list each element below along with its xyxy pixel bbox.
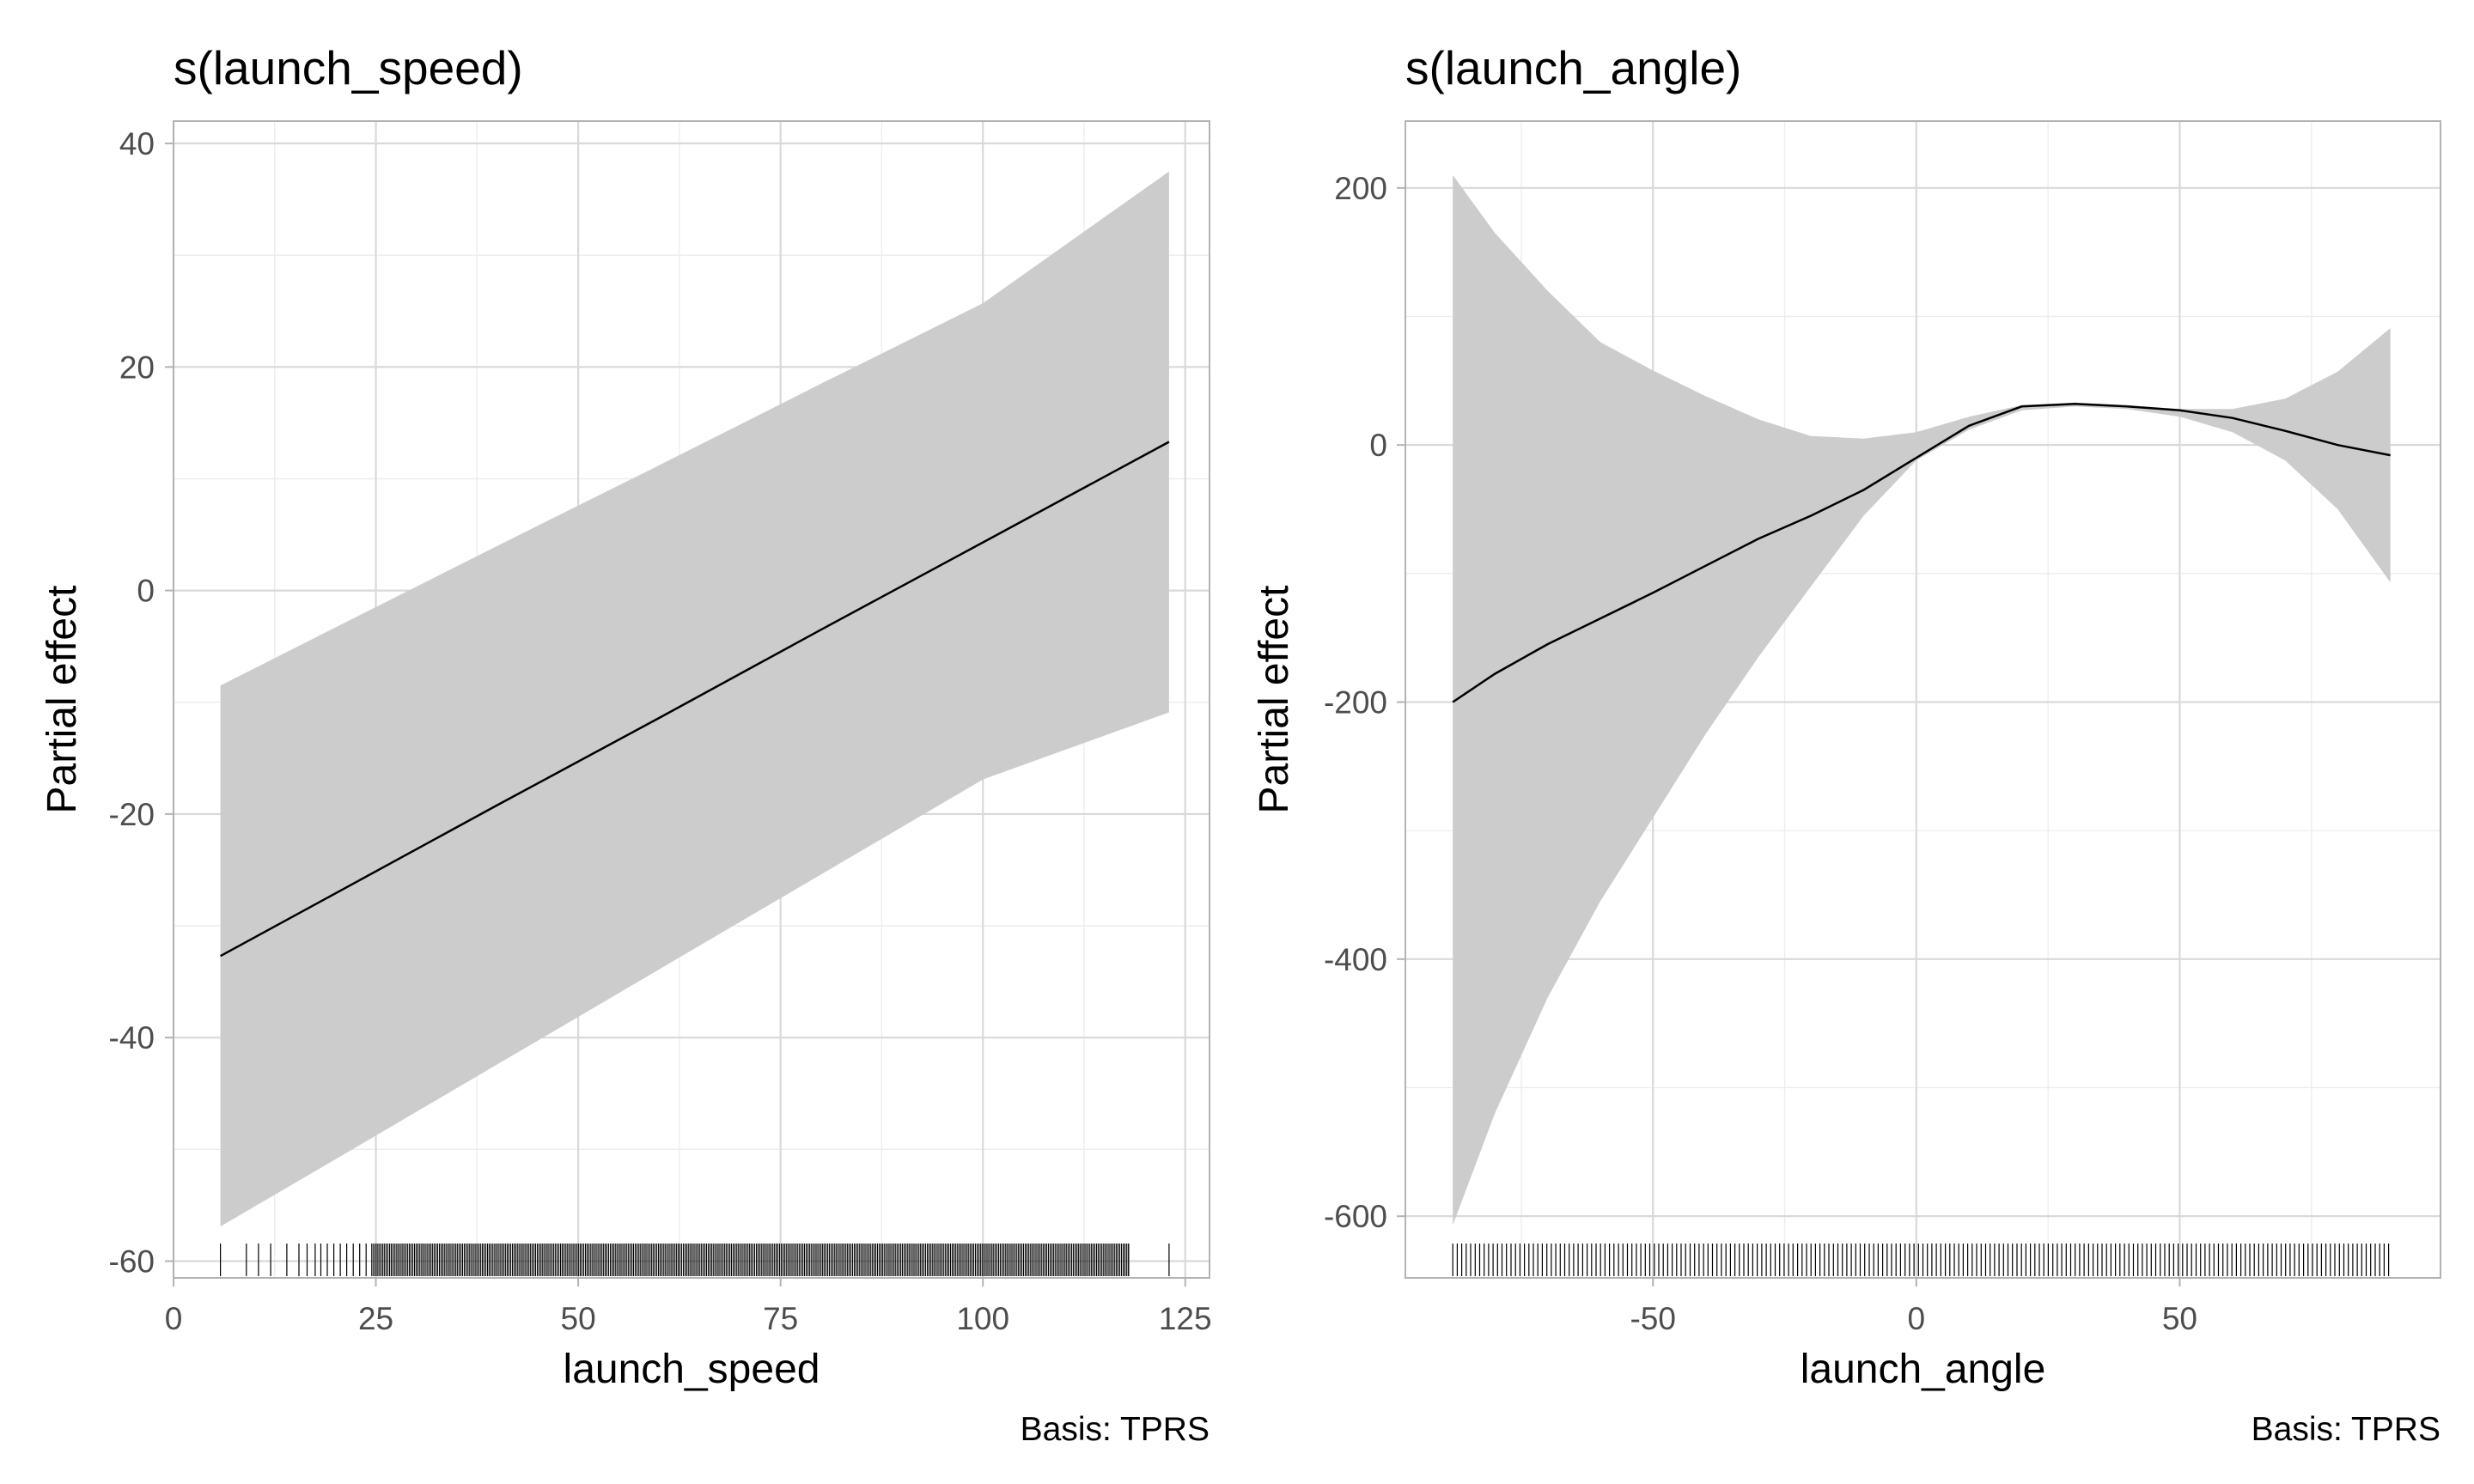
chart-title: s(launch_speed) <box>174 41 523 94</box>
y-tick-label-600: -600 <box>1324 1199 1387 1234</box>
x-tick-label-100: 100 <box>956 1301 1009 1336</box>
y-tick-label-400: -400 <box>1324 942 1387 977</box>
y-tick-label-200: 200 <box>1334 171 1387 206</box>
basis-caption: Basis: TPRS <box>1021 1411 1210 1448</box>
y-tick-label-20: -20 <box>109 797 155 832</box>
x-tick-label-25: 25 <box>358 1301 393 1336</box>
y-tick-label-0: 0 <box>137 574 155 609</box>
x-tick-label-75: 75 <box>763 1301 798 1336</box>
fitted-smooth-line <box>220 441 1170 958</box>
y-tick-label-200: -200 <box>1324 684 1387 720</box>
panel-border <box>1405 120 2441 1279</box>
x-tick-label-0: 0 <box>165 1301 183 1336</box>
rug-marks <box>1452 1244 2390 1276</box>
panel-launch-speed: 0 25 50 75 100 125 -60 -40 -20 0 20 40 s(launch_spee… <box>40 41 1212 1448</box>
y-tick-label-20: 20 <box>119 350 155 385</box>
y-tick-label-0: 0 <box>1369 428 1387 463</box>
x-axis-title: launch_angle <box>1801 1347 2046 1392</box>
y-tick-label-60: -60 <box>109 1244 155 1279</box>
x-tick-label-50: 50 <box>2162 1301 2197 1336</box>
y-axis-title: Partial effect <box>1252 586 1297 814</box>
chart-title: s(launch_angle) <box>1405 41 1741 94</box>
x-tick-label-50: 50 <box>561 1301 596 1336</box>
rug-marks <box>220 1244 1170 1276</box>
panel-border <box>173 120 1210 1279</box>
x-tick-label-0: 0 <box>1908 1301 1926 1336</box>
x-tick-label-125: 125 <box>1159 1301 1212 1336</box>
y-axis-title: Partial effect <box>40 586 85 814</box>
confidence-band <box>1453 174 2391 1226</box>
panel-launch-angle: -50 0 50 -600 -400 -200 0 200 s(launch_angle)lau… <box>1252 41 2441 1448</box>
x-axis-title: launch_speed <box>564 1347 820 1392</box>
y-tick-label-40: 40 <box>119 126 155 161</box>
y-tick-label-40: -40 <box>109 1020 155 1055</box>
basis-caption: Basis: TPRS <box>2252 1411 2440 1448</box>
x-tick-label-50: -50 <box>1630 1301 1675 1336</box>
fitted-smooth-line <box>1452 403 2391 703</box>
